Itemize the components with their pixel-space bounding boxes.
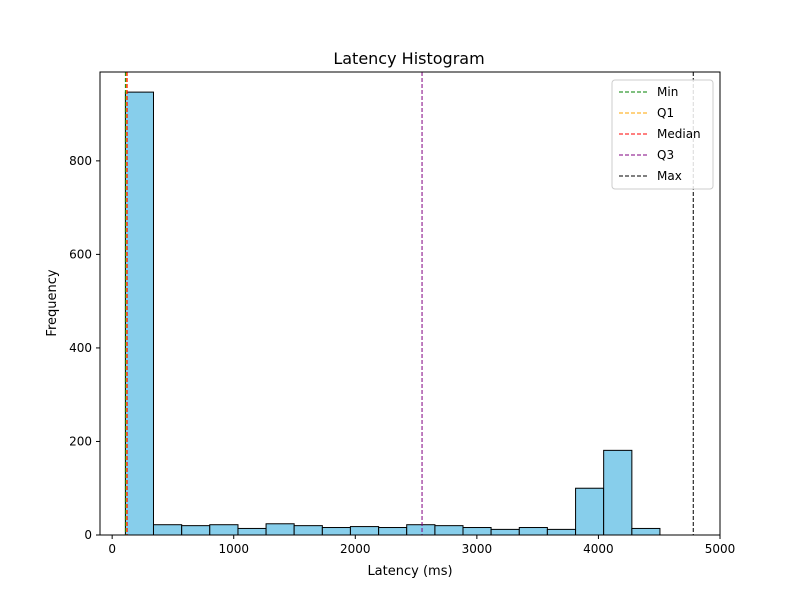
y-tick-label: 0: [84, 528, 92, 542]
histogram-bar-12: [462, 527, 492, 536]
histogram-bar-6: [293, 525, 323, 536]
x-axis-label: Latency (ms): [367, 564, 452, 579]
x-tick-label: 1000: [218, 542, 249, 556]
y-tick-label: 800: [69, 154, 92, 168]
y-tick-label: 400: [69, 341, 92, 355]
legend-label-min: Min: [657, 85, 678, 99]
histogram-bar-5: [265, 523, 295, 536]
legend-label-q1: Q1: [657, 106, 674, 120]
histogram-bar-1: [152, 524, 183, 536]
plot-frame: [99, 71, 721, 536]
x-tick-label: 5000: [705, 542, 736, 556]
histogram-bar-17: [603, 449, 633, 536]
y-axis: 0 200 400 600 800: [69, 154, 100, 542]
histogram-bar-11: [434, 525, 464, 536]
reference-lines-layer: [124, 72, 694, 535]
histogram-bar-3: [209, 524, 239, 536]
histogram-bar-14: [518, 527, 548, 536]
histogram-bar-8: [349, 526, 380, 536]
bars-layer: [124, 91, 661, 536]
chart-title: Latency Histogram: [333, 49, 484, 68]
histogram-bar-15: [546, 528, 577, 536]
y-axis-label: Frequency: [45, 269, 60, 336]
histogram-bar-10: [406, 524, 436, 536]
legend-label-q3: Q3: [657, 148, 674, 162]
histogram-bar-9: [378, 527, 408, 536]
x-axis: 0 1000 2000 3000 4000 5000: [108, 535, 735, 556]
histogram-bar-13: [490, 528, 520, 536]
legend: Min Q1 Median Q3 Max: [611, 79, 714, 190]
x-tick-label: 2000: [340, 542, 371, 556]
x-tick-label: 4000: [583, 542, 614, 556]
y-tick-label: 200: [69, 434, 92, 448]
x-tick-label: 3000: [462, 542, 493, 556]
histogram-bar-16: [575, 487, 605, 536]
legend-label-median: Median: [657, 127, 701, 141]
histogram-bar-4: [237, 527, 267, 536]
histogram-bar-2: [181, 525, 211, 536]
legend-box: [611, 79, 714, 190]
y-tick-label: 600: [69, 247, 92, 261]
x-tick-label: 0: [108, 542, 116, 556]
legend-label-max: Max: [657, 169, 682, 183]
histogram-bar-0: [124, 91, 154, 536]
histogram-bar-7: [321, 527, 351, 536]
histogram-bar-18: [631, 527, 661, 536]
